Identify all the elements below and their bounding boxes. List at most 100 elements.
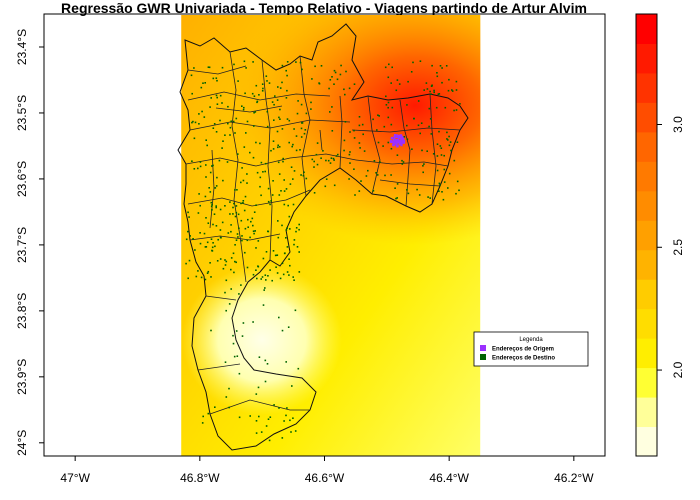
- destination-point: [262, 257, 265, 260]
- destination-point: [458, 189, 460, 192]
- destination-point: [209, 171, 212, 174]
- origin-point: [392, 144, 395, 147]
- destination-point: [256, 101, 258, 104]
- destination-point: [432, 153, 435, 155]
- destination-point: [265, 425, 268, 427]
- destination-point: [237, 153, 239, 155]
- destination-point: [433, 91, 435, 94]
- destination-point: [212, 164, 214, 167]
- destination-point: [258, 94, 260, 96]
- destination-point: [224, 259, 226, 261]
- district-line: [261, 59, 273, 261]
- destination-point: [272, 250, 275, 252]
- destination-point: [343, 88, 345, 91]
- destination-point: [256, 171, 259, 174]
- destination-point: [413, 117, 415, 120]
- destination-point: [418, 194, 421, 196]
- destination-point: [230, 224, 232, 226]
- destination-point: [199, 242, 202, 245]
- destination-point: [419, 60, 422, 62]
- destination-point: [215, 185, 218, 187]
- destination-point: [376, 129, 378, 131]
- destination-point: [348, 178, 350, 180]
- district-line: [299, 55, 311, 197]
- destination-point: [278, 173, 281, 175]
- destination-point: [448, 135, 450, 138]
- destination-point: [257, 265, 259, 267]
- destination-point: [287, 326, 290, 328]
- destination-point: [420, 122, 423, 124]
- destination-point: [246, 239, 249, 242]
- colorbar-segment: [636, 279, 657, 310]
- destination-point: [376, 174, 379, 176]
- destination-point: [275, 266, 277, 268]
- destination-point: [344, 93, 346, 96]
- colorbar-tick-label: 3.0: [671, 116, 685, 133]
- destination-point: [437, 93, 440, 95]
- destination-point: [324, 185, 327, 188]
- destination-point: [417, 100, 420, 102]
- legend-destination-swatch: [480, 354, 486, 360]
- colorbar-segment: [636, 190, 657, 221]
- destination-point: [396, 154, 399, 156]
- destination-point: [295, 61, 297, 63]
- y-tick-label: 23.6°S: [15, 161, 29, 197]
- destination-point: [230, 268, 232, 271]
- destination-point: [259, 142, 261, 145]
- destination-point: [390, 82, 392, 84]
- destination-point: [359, 147, 361, 149]
- destination-point: [265, 75, 268, 77]
- destination-point: [406, 138, 409, 140]
- destination-point: [252, 321, 254, 323]
- destination-point: [442, 198, 445, 201]
- destination-point: [453, 109, 455, 112]
- destination-point: [210, 329, 212, 332]
- destination-point: [285, 361, 287, 363]
- destination-point: [194, 249, 196, 251]
- origin-point: [403, 140, 406, 143]
- destination-point: [233, 63, 235, 66]
- destination-point: [216, 79, 218, 82]
- destination-point: [412, 61, 414, 64]
- district-line: [187, 189, 311, 207]
- destination-point: [233, 202, 235, 205]
- destination-point: [456, 141, 459, 143]
- destination-point: [195, 275, 198, 278]
- origin-point: [396, 138, 400, 141]
- destination-point: [222, 179, 224, 182]
- destination-point: [451, 89, 453, 91]
- destination-point: [291, 385, 293, 387]
- destination-point: [367, 169, 369, 172]
- origin-point: [400, 140, 403, 143]
- destination-point: [378, 115, 380, 117]
- destination-point: [207, 412, 210, 415]
- destination-point: [445, 65, 448, 67]
- destination-point: [327, 159, 330, 162]
- destination-point: [213, 213, 216, 215]
- destination-point: [224, 264, 227, 266]
- destination-point: [235, 330, 238, 332]
- destination-point: [250, 220, 252, 223]
- destination-point: [211, 204, 213, 206]
- destination-point: [353, 129, 355, 132]
- destination-point: [269, 269, 271, 271]
- colorbar-segment: [636, 72, 657, 103]
- destination-point: [270, 149, 272, 152]
- destination-point: [286, 89, 288, 92]
- destination-point: [205, 217, 207, 219]
- destination-point: [230, 120, 232, 123]
- destination-point: [227, 122, 229, 125]
- destination-point: [276, 272, 279, 274]
- destination-point: [296, 112, 299, 115]
- destination-point: [407, 192, 410, 195]
- destination-point: [225, 260, 228, 263]
- destination-point: [334, 71, 337, 74]
- destination-point: [267, 187, 270, 190]
- y-axis: 23.4°S 23.5°S 23.6°S 23.7°S 23.8°S 23.9°S 24°S: [15, 29, 44, 456]
- destination-point: [229, 126, 232, 129]
- destination-point: [235, 261, 237, 264]
- destination-point: [230, 257, 233, 259]
- destination-point: [205, 139, 207, 141]
- destination-point: [271, 279, 273, 282]
- destination-point: [382, 145, 384, 147]
